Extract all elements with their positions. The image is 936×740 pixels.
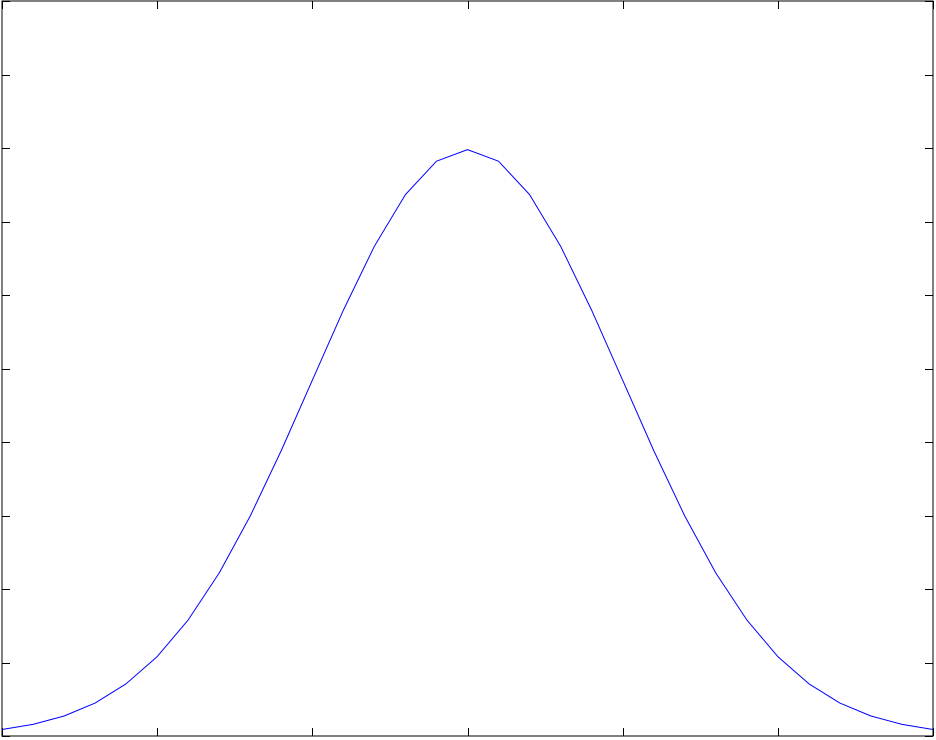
- series-lines: [1, 149, 934, 730]
- series-line: [1, 149, 934, 730]
